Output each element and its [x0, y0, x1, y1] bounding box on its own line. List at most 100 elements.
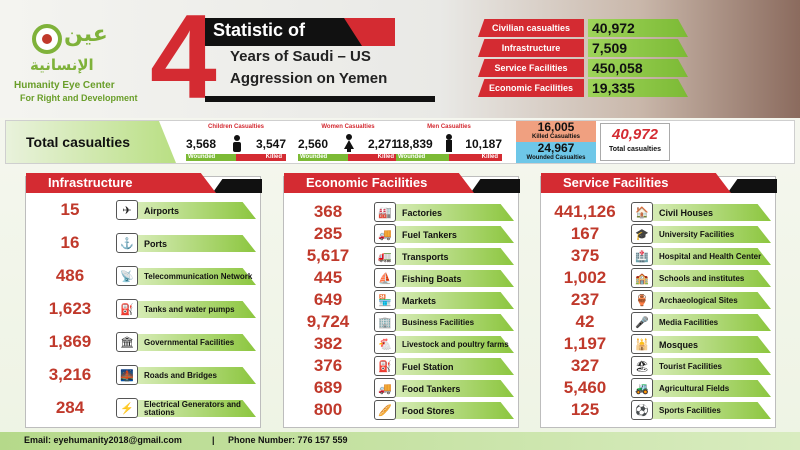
item-label-bg	[637, 314, 771, 331]
men-casualties: Men Casualties 18,839 10,187 Wounded Kil…	[396, 121, 502, 163]
list-item: 16 ⚓ Ports	[26, 232, 262, 254]
header-stat-label: Service Facilities	[478, 59, 584, 77]
archaeology-icon: 🏺	[631, 290, 653, 310]
item-label: Mosques	[659, 339, 699, 350]
page-subtitle-line-2: Aggression on Yemen	[230, 70, 388, 87]
list-item: 445 ⛵ Fishing Boats	[284, 267, 520, 289]
page-subtitle-line-1: Years of Saudi – US	[230, 48, 371, 65]
contact-email: Email: eyehumanity2018@gmail.com	[24, 435, 182, 445]
list-item: 167 🎓 University Facilities	[541, 223, 777, 245]
header-stat-value: 40,972	[588, 19, 688, 37]
item-label-bg	[380, 402, 514, 419]
list-item: 1,869 🏛 Governmental Facilities	[26, 331, 262, 353]
business-building-icon: 🏢	[374, 312, 396, 332]
list-item: 9,724 🏢 Business Facilities	[284, 311, 520, 333]
item-label-bg	[122, 235, 256, 252]
wounded-total-label: Wounded Casualties	[526, 155, 586, 161]
item-label-bg	[637, 248, 771, 265]
food-truck-icon: 🚚	[374, 378, 396, 398]
header-stat-value: 450,058	[588, 59, 688, 77]
list-item: 1,197 🕌 Mosques	[541, 333, 777, 355]
item-label: Roads and Bridges	[144, 370, 217, 380]
item-label-bg	[380, 292, 514, 309]
item-label-bg	[380, 336, 514, 353]
item-count: 486	[55, 266, 85, 285]
wounded-count: 18,839	[396, 137, 433, 151]
casualties-title-bg	[6, 121, 176, 163]
item-label: Food Tankers	[402, 383, 461, 394]
item-label-bg	[380, 314, 514, 331]
list-item: 1,623 ⛽ Tanks and water pumps	[26, 298, 262, 320]
killed-label: Killed	[481, 154, 498, 160]
header: عين الإنسانية Humanity Eye Center For Ri…	[0, 0, 800, 118]
item-label: Agricultural Fields	[659, 383, 730, 393]
item-label-bg	[637, 380, 771, 397]
item-label: Fuel Station	[402, 361, 454, 372]
item-label: Telecommunication Network	[144, 271, 253, 281]
wounded-killed-bar	[298, 154, 398, 161]
item-count: 237	[570, 290, 600, 309]
item-label: Sports Facilities	[659, 405, 721, 415]
truck-icon: 🚛	[374, 246, 396, 266]
football-icon: ⚽	[631, 400, 653, 420]
list-item: 237 🏺 Archaeological Sites	[541, 289, 777, 311]
boat-icon: ⛵	[374, 268, 396, 288]
item-label: Tanks and water pumps	[144, 304, 235, 314]
footer: Email: eyehumanity2018@gmail.com | Phone…	[0, 432, 800, 450]
killed-count: 10,187	[465, 137, 502, 151]
woman-icon	[344, 134, 354, 152]
water-tank-icon: ⛽	[116, 299, 138, 319]
item-label-bg	[637, 402, 771, 419]
org-tagline: For Right and Development	[20, 93, 138, 103]
item-count: 689	[313, 378, 343, 397]
panel-service: Service Facilities 441,126 🏠 Civil Houses 1…	[540, 173, 777, 428]
item-count: 5,617	[306, 246, 350, 265]
item-label: Electrical Generators and stations	[144, 399, 241, 417]
grand-total-box: 40,972 Total casualties	[600, 123, 670, 161]
list-item: 375 🏥 Hospital and Health Center	[541, 245, 777, 267]
item-count: 5,460	[563, 378, 607, 397]
item-label-bg	[122, 202, 256, 219]
item-count: 1,197	[563, 334, 607, 353]
grand-total-label: Total casualties	[608, 146, 661, 153]
item-label-bg	[122, 400, 256, 417]
item-count: 368	[313, 202, 343, 221]
contact-phone: Phone Number: 776 157 559	[228, 435, 348, 445]
wounded-killed-bar	[396, 154, 502, 161]
panel-infrastructure: Infrastructure 15 ✈ Airports 16 ⚓ Ports 486 📡 Te…	[25, 173, 262, 428]
item-count: 284	[55, 398, 85, 417]
header-stat-label: Economic Facilities	[478, 79, 584, 97]
item-count: 1,002	[563, 268, 607, 287]
header-stat-label: Civilian casualties	[478, 19, 584, 37]
item-label-bg	[380, 204, 514, 221]
panel-header-accent	[212, 179, 262, 193]
item-label-bg	[637, 204, 771, 221]
airplane-icon: ✈	[116, 200, 138, 220]
wounded-count: 2,560	[298, 137, 329, 151]
panel-title: Infrastructure	[26, 173, 216, 193]
group-title: Children Casualties	[207, 124, 264, 130]
item-count: 285	[313, 224, 343, 243]
panel-title: Economic Facilities	[284, 173, 474, 193]
item-label-bg	[380, 358, 514, 375]
killed-label: Killed	[377, 154, 394, 160]
item-count: 1,869	[48, 332, 92, 351]
item-label-bg	[637, 358, 771, 375]
killed-label: Killed	[265, 154, 282, 160]
wounded-killed-bar	[186, 154, 286, 161]
list-item: 486 📡 Telecommunication Network	[26, 265, 262, 287]
item-label: Governmental Facilities	[144, 337, 235, 347]
org-logo: عين الإنسانية Humanity Eye Center For Ri…	[10, 18, 140, 108]
item-label-bg	[380, 380, 514, 397]
killed-count: 2,271	[367, 137, 398, 151]
item-label: Transports	[402, 251, 449, 262]
killed-total-box: 16,005 Killed Casualties	[516, 121, 596, 142]
graduation-cap-icon: 🎓	[631, 224, 653, 244]
item-count: 445	[313, 268, 343, 287]
mosque-icon: 🕌	[631, 334, 653, 354]
list-item: 3,216 🌉 Roads and Bridges	[26, 364, 262, 386]
item-label: Livestock and poultry farms	[402, 339, 509, 349]
antenna-icon: 📡	[116, 266, 138, 286]
women-casualties: Women Casualties 2,560 2,271 Wounded Kil…	[298, 121, 398, 163]
group-title: Men Casualties	[427, 124, 471, 130]
